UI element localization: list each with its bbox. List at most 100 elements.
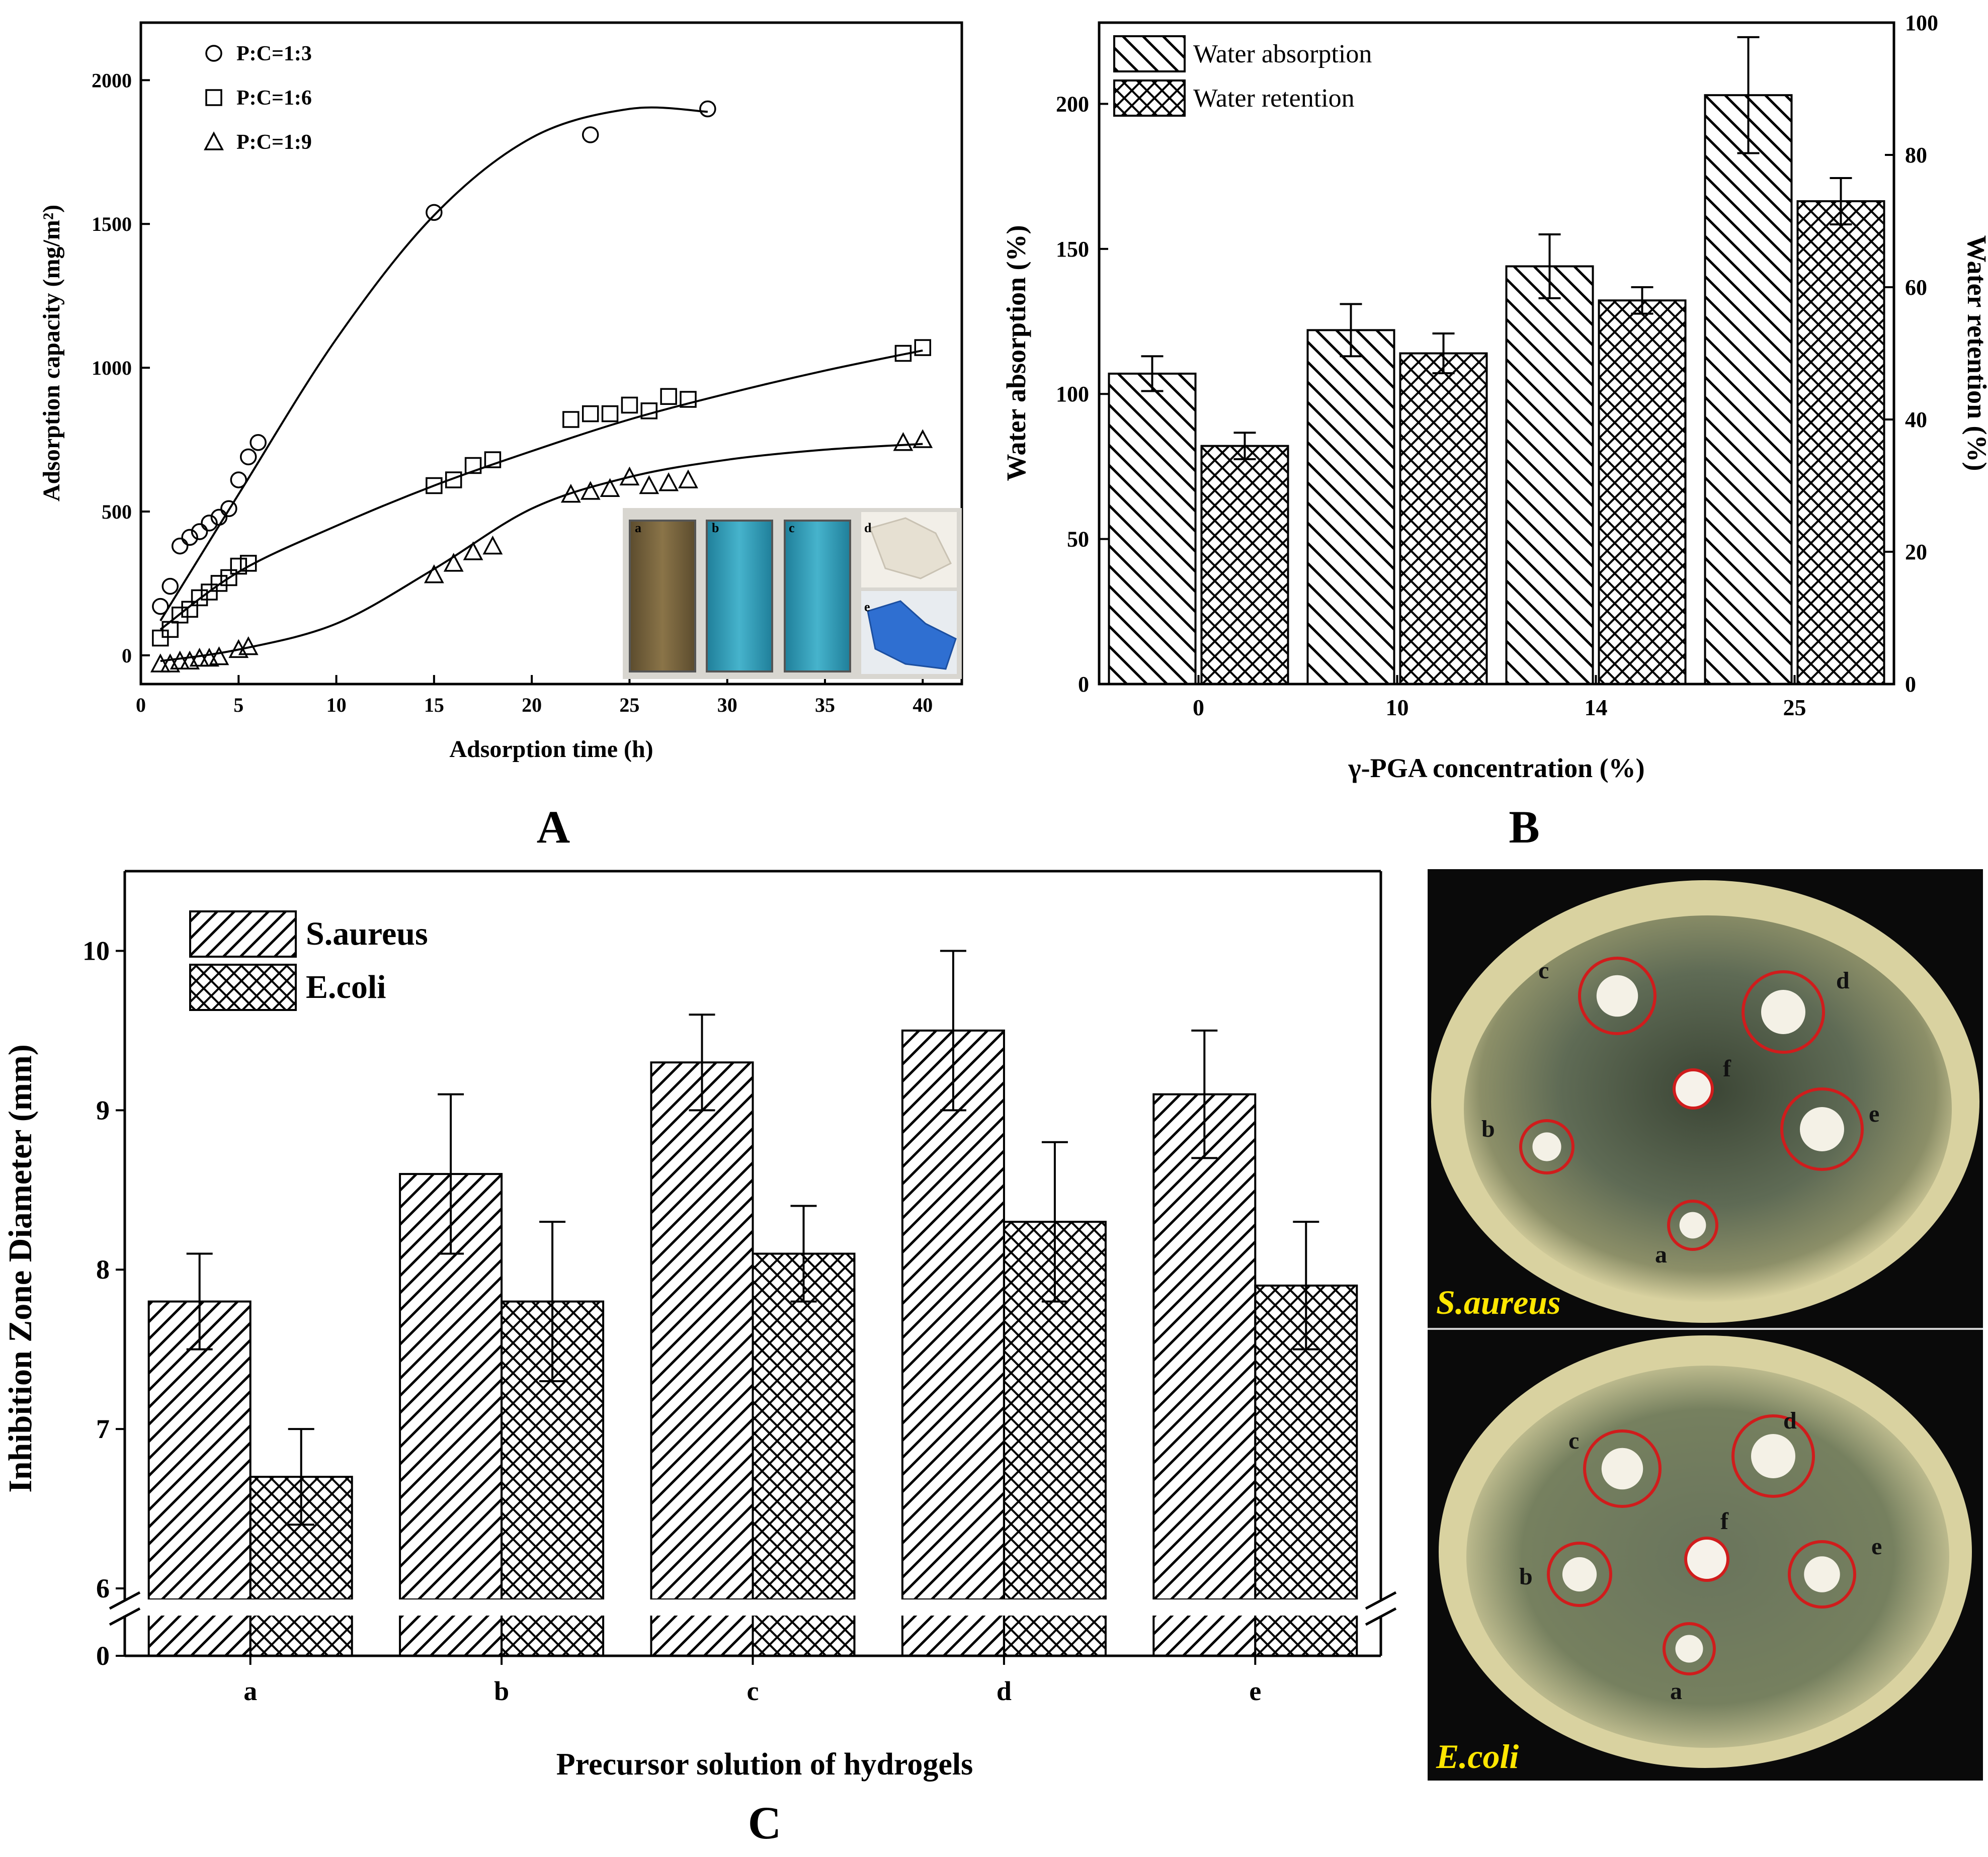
chart-c-ylabel: Inhibition Zone Diameter (mm) bbox=[2, 1044, 39, 1493]
disc-label-d: d bbox=[1783, 1407, 1797, 1434]
data-point-square bbox=[152, 629, 169, 647]
paper-disc-c bbox=[1596, 975, 1638, 1017]
data-point-triangle bbox=[639, 475, 659, 494]
y-right-tick-label: 40 bbox=[1905, 407, 1927, 432]
bar-e-coli bbox=[752, 1252, 856, 1601]
data-point-circle bbox=[582, 126, 599, 143]
swollen-gel-e-pieces bbox=[867, 600, 957, 670]
y-tick-label: 1500 bbox=[92, 213, 132, 235]
bar-s-aureus bbox=[1152, 1093, 1257, 1601]
data-point-circle bbox=[201, 515, 218, 532]
data-point-circle bbox=[161, 577, 179, 595]
legend-swatch bbox=[1113, 35, 1186, 72]
chart-b-legend: Water absorption Water retention bbox=[1113, 35, 1372, 117]
paper-disc-c bbox=[1601, 1448, 1643, 1490]
fit-line-square bbox=[159, 349, 923, 630]
bar-lower-segment bbox=[148, 1616, 251, 1656]
y-right-tick-label: 20 bbox=[1905, 540, 1927, 564]
y-tick-label: 1000 bbox=[92, 357, 132, 379]
disc-label-e: e bbox=[1869, 1101, 1879, 1127]
paper-disc-a bbox=[1679, 1212, 1706, 1239]
legend-marker-triangle bbox=[204, 131, 224, 150]
data-point-circle bbox=[171, 537, 189, 555]
data-point-square bbox=[239, 555, 257, 572]
plate-ecoli: a b c d e f E.coli bbox=[1436, 1335, 1972, 1776]
paper-disc-e bbox=[1800, 1107, 1844, 1151]
legend-swatch bbox=[189, 964, 297, 1011]
data-point-circle bbox=[699, 100, 716, 118]
x-tick-label: 30 bbox=[717, 694, 737, 716]
bar-lower-segment bbox=[651, 1616, 753, 1656]
legend-swatch bbox=[189, 910, 297, 958]
data-point-triangle bbox=[209, 646, 229, 665]
bar-water-absorption bbox=[1704, 94, 1793, 685]
chart-c-xlabel: Precursor solution of hydrogels bbox=[556, 1747, 973, 1782]
disc-label-b: b bbox=[1519, 1563, 1533, 1590]
data-point-circle bbox=[426, 204, 443, 221]
y-tick-label: 9 bbox=[96, 1095, 110, 1125]
legend-marker-circle bbox=[205, 45, 222, 62]
vial-a bbox=[629, 520, 696, 672]
y-tick-label: 2000 bbox=[92, 69, 132, 92]
data-point-triangle bbox=[463, 541, 483, 560]
chart-a-frame bbox=[139, 21, 963, 686]
data-point-triangle bbox=[424, 564, 444, 583]
inhibition-ring-d bbox=[1731, 1414, 1815, 1498]
y-tick-label: 10 bbox=[82, 936, 110, 966]
legend-label: P:C=1:3 bbox=[236, 42, 312, 65]
chart-c-frame bbox=[109, 870, 1397, 1657]
data-point-square bbox=[601, 405, 619, 423]
bar-water-absorption bbox=[1306, 329, 1395, 685]
data-point-triangle bbox=[238, 636, 259, 655]
disc-label-e: e bbox=[1871, 1533, 1882, 1560]
disc-label-a: a bbox=[1670, 1678, 1682, 1705]
data-point-circle bbox=[220, 500, 237, 517]
x-tick-label: b bbox=[494, 1676, 509, 1706]
bar-water-retention bbox=[1200, 445, 1289, 685]
vial-label-b: b bbox=[712, 521, 719, 535]
chart-b-xlabel: γ-PGA concentration (%) bbox=[1348, 753, 1644, 783]
bar-lower-segment bbox=[400, 1616, 502, 1656]
break-marks-left bbox=[109, 1591, 141, 1610]
axis-break-gap bbox=[105, 1599, 1401, 1616]
legend-label: P:C=1:9 bbox=[236, 131, 312, 154]
panel-label-b: B bbox=[1509, 801, 1539, 853]
y-tick-label: 7 bbox=[96, 1414, 110, 1444]
chart-a-legend: P:C=1:3 P:C=1:6 P:C=1:9 bbox=[204, 42, 312, 154]
data-point-circle bbox=[152, 598, 169, 615]
bar-lower-segment bbox=[753, 1616, 855, 1656]
legend-label: E.coli bbox=[306, 969, 386, 1005]
break-marks-right bbox=[1365, 1607, 1397, 1626]
x-tick-label: d bbox=[997, 1676, 1012, 1706]
data-point-square bbox=[660, 388, 677, 405]
vial-label-d: d bbox=[864, 521, 872, 535]
plate-saureus: a b c d e f S.aureus bbox=[1431, 880, 1979, 1323]
paper-disc-e bbox=[1804, 1556, 1840, 1592]
bar-water-retention bbox=[1399, 352, 1488, 685]
y-right-tick-label: 0 bbox=[1905, 672, 1916, 697]
y-tick-label: 150 bbox=[1056, 237, 1089, 262]
y-right-tick-label: 80 bbox=[1905, 143, 1927, 167]
paper-disc-b bbox=[1562, 1557, 1597, 1592]
x-tick-label: 10 bbox=[1386, 695, 1409, 720]
paper-disc-b bbox=[1532, 1132, 1561, 1161]
disc-label-f: f bbox=[1723, 1055, 1731, 1082]
data-point-square bbox=[201, 583, 218, 601]
chart-b: 0 10 14 25 0 50 100 150 200 0 20 40 60 80 100 γ-PGA co… bbox=[1001, 11, 1988, 783]
y-tick-label: 8 bbox=[96, 1254, 110, 1285]
disc-label-c: c bbox=[1568, 1427, 1579, 1454]
inset-vials-photo: a b c d e bbox=[623, 508, 962, 679]
bar-lower-segment bbox=[250, 1616, 352, 1656]
inhibition-ring-e bbox=[1788, 1540, 1856, 1609]
inhibition-ring-c bbox=[1583, 1429, 1662, 1508]
chart-b-ylabel: Water absorption (%) bbox=[1001, 225, 1031, 481]
legend-label: Water retention bbox=[1193, 84, 1355, 113]
inhibition-ring-b bbox=[1547, 1542, 1612, 1607]
inhibition-ring-a bbox=[1663, 1622, 1716, 1675]
data-point-circle bbox=[250, 434, 267, 451]
bar-lower-segment bbox=[1004, 1616, 1106, 1656]
data-point-square bbox=[640, 402, 658, 419]
data-point-triangle bbox=[678, 469, 698, 488]
data-point-square bbox=[562, 411, 579, 428]
bar-s-aureus bbox=[901, 1029, 1005, 1600]
